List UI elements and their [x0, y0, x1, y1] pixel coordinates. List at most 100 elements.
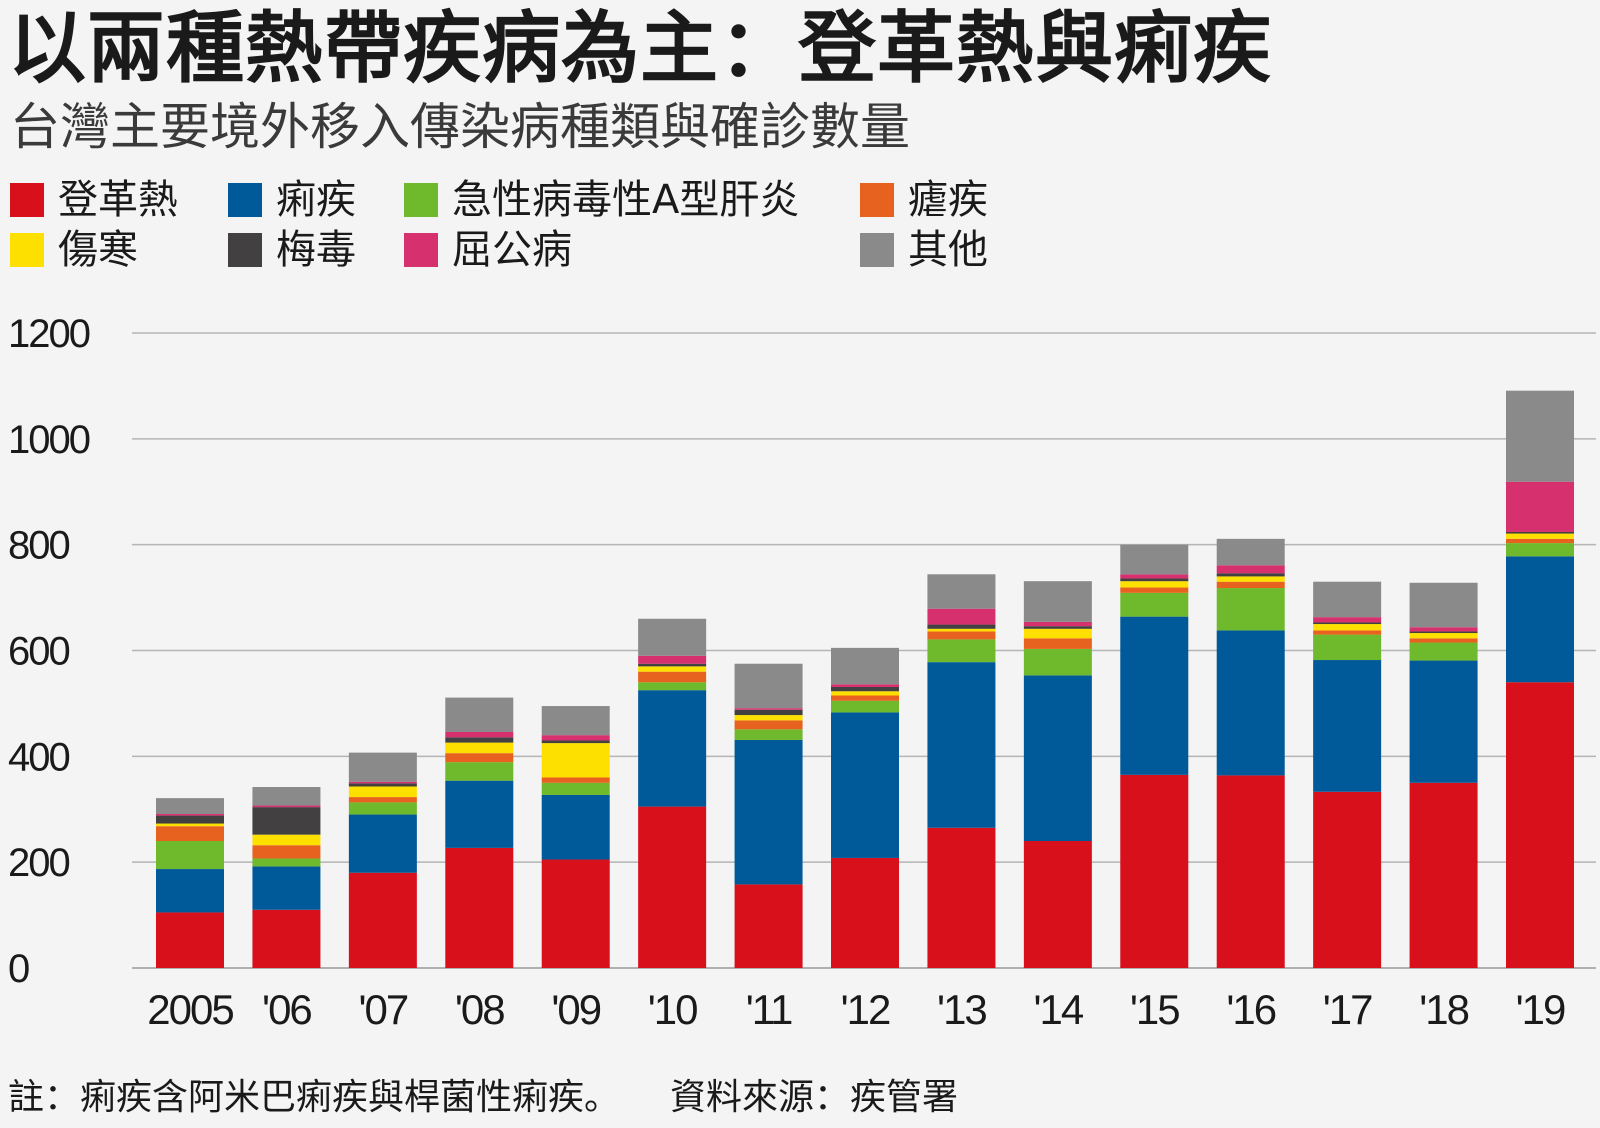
bar-segment — [1216, 538, 1285, 566]
bar-segment — [348, 797, 417, 803]
bar-segment — [541, 782, 610, 795]
bar-segment — [541, 777, 610, 783]
bar-segment — [541, 740, 610, 744]
legend-label: 急性病毒性A型肝炎 — [452, 177, 800, 223]
bar-segment — [1120, 616, 1189, 775]
bar-segment — [541, 706, 610, 736]
y-tick-label: 1200 — [8, 312, 90, 356]
bar-segment — [638, 682, 707, 691]
bar-segment — [348, 802, 417, 815]
x-tick-label: '18 — [1419, 986, 1468, 1033]
bar-segment — [638, 655, 707, 664]
bar-segment — [734, 715, 803, 721]
bar-segment — [156, 798, 224, 815]
bar-segment — [927, 639, 996, 663]
legend-swatch — [10, 233, 44, 267]
legend-item: 傷寒 — [10, 228, 138, 272]
x-tick-label: '09 — [551, 986, 600, 1033]
x-tick-label: '16 — [1226, 986, 1275, 1033]
bar-segment — [1409, 582, 1478, 628]
x-tick-label: '07 — [358, 986, 407, 1033]
bar-segment — [1216, 573, 1285, 577]
x-tick-label: '13 — [937, 986, 986, 1033]
bar-segment — [1506, 556, 1574, 683]
bar-segment — [638, 806, 707, 968]
y-tick-label: 200 — [8, 841, 69, 885]
x-tick-label: '10 — [648, 986, 697, 1033]
bar-segment — [252, 909, 321, 968]
stacked-bar-chart: 0 200 400 600 800 1000 1200 2005 '06 '07 '08 '09 '10… — [8, 312, 1596, 1033]
bar-segment — [348, 814, 417, 873]
bar-segment — [1506, 533, 1574, 539]
bar-segment — [927, 827, 996, 968]
legend-item: 瘧疾 — [860, 178, 988, 222]
bar-segment — [252, 805, 321, 808]
bar-segment — [1216, 581, 1285, 589]
bar-segment — [1216, 630, 1285, 776]
bar-segment — [1313, 660, 1382, 792]
bar-segment — [541, 743, 610, 778]
bar-segment — [252, 845, 321, 859]
bar-segment — [1409, 633, 1478, 639]
bar-segment — [348, 786, 417, 798]
bar-segment — [1216, 775, 1285, 968]
bar-segment — [445, 742, 514, 754]
bar-segment — [1506, 481, 1574, 532]
legend-label: 登革熱 — [58, 177, 178, 223]
bar-segment — [348, 752, 417, 782]
legend-item: 登革熱 — [10, 178, 178, 222]
bar-segment — [1409, 627, 1478, 632]
bar-segment — [1409, 782, 1478, 968]
bar-segment — [1023, 581, 1092, 622]
bar-segment — [831, 700, 899, 713]
y-tick-label: 0 — [8, 947, 29, 991]
bar-segment — [1023, 621, 1092, 627]
bar-segment — [1313, 581, 1382, 618]
bar-segment — [1313, 617, 1382, 623]
bar-segment — [1409, 631, 1478, 634]
bar-segment — [156, 869, 224, 913]
bar-segment — [1120, 774, 1189, 968]
legend-item: 屈公病 — [404, 228, 572, 272]
bar-segment — [1506, 390, 1574, 482]
bar-segment — [1313, 624, 1382, 631]
bar-segment — [831, 695, 899, 701]
bar-segment — [541, 859, 610, 968]
bar-segment — [348, 872, 417, 968]
bar-segment — [156, 826, 224, 841]
bar-segment — [156, 841, 224, 870]
bar-segment — [1313, 622, 1382, 625]
y-tick-label: 800 — [8, 524, 69, 568]
x-tick-label: '19 — [1516, 986, 1565, 1033]
legend-item: 痢疾 — [228, 178, 356, 222]
bar-segment — [927, 662, 996, 828]
x-tick-label: '15 — [1130, 986, 1179, 1033]
footnote: 註：痢疾含阿米巴痢疾與桿菌性痢疾。 — [8, 1077, 621, 1118]
bar-segment — [1023, 628, 1092, 639]
bar-segment — [734, 708, 803, 710]
bar-segment — [1023, 841, 1092, 968]
legend-label: 痢疾 — [276, 177, 356, 223]
bar-segment — [1120, 587, 1189, 593]
bar-segment — [252, 866, 321, 910]
y-tick-label: 600 — [8, 630, 69, 674]
bar-segment — [927, 574, 996, 609]
x-tick-label: '12 — [841, 986, 890, 1033]
x-tick-label: 2005 — [147, 986, 233, 1033]
bar-segment — [927, 631, 996, 640]
x-tick-label: '11 — [746, 986, 792, 1033]
bar-segment — [252, 787, 321, 806]
bar-segment — [734, 884, 803, 968]
bar-segment — [927, 628, 996, 632]
bar-segment — [1409, 660, 1478, 783]
x-tick-label: '06 — [262, 986, 311, 1033]
bar-segment — [1313, 634, 1382, 661]
legend-item: 其他 — [860, 228, 988, 272]
bar-segment — [831, 647, 899, 685]
legend-swatch — [860, 233, 894, 267]
bar-segment — [1120, 578, 1189, 582]
bar-segment — [156, 814, 224, 816]
bar-segment — [252, 834, 321, 846]
bar-segment — [445, 697, 514, 732]
bar-segment — [638, 663, 707, 667]
